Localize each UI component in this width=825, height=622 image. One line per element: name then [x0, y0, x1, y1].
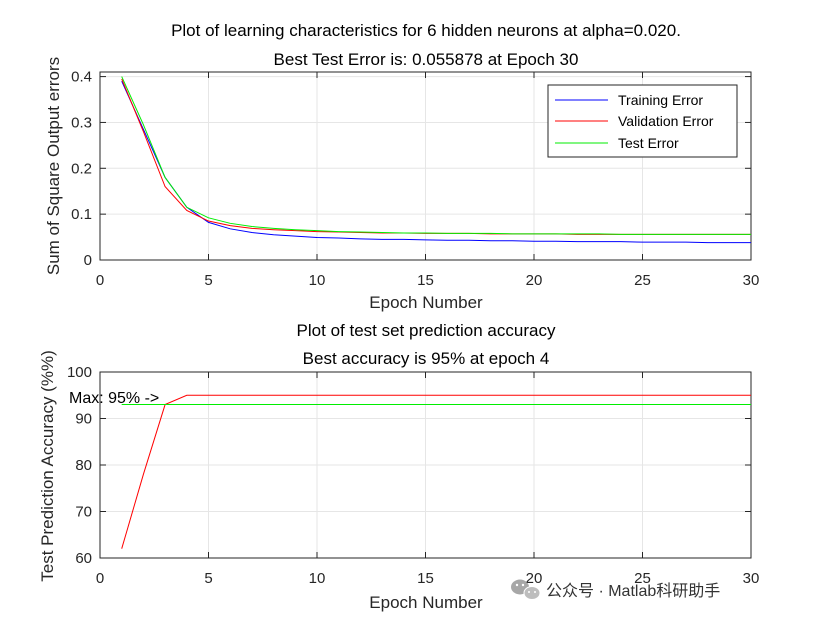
x-tick-label: 15	[417, 570, 434, 587]
series-lines	[121, 394, 751, 549]
y-tick-label: 100	[67, 364, 92, 381]
x-tick-label: 10	[309, 272, 326, 289]
x-tick-label: 20	[526, 570, 543, 587]
x-tick-label: 30	[743, 570, 760, 587]
y-axis-label: Test Prediction Accuracy (%%)	[38, 350, 57, 581]
accuracy-chart: Plot of test set prediction accuracy Bes…	[38, 321, 759, 612]
tick-marks	[99, 72, 752, 261]
x-tick-label: 15	[417, 272, 434, 289]
chart-title: Plot of learning characteristics for 6 h…	[171, 21, 681, 40]
chart-subtitle: Best Test Error is: 0.055878 at Epoch 30	[274, 50, 579, 69]
chart-subtitle: Best accuracy is 95% at epoch 4	[303, 349, 550, 368]
y-tick-label: 90	[75, 411, 92, 428]
y-tick-labels: 0 0.1 0.2 0.3 0.4	[71, 69, 92, 269]
training-error-chart: Plot of learning characteristics for 6 h…	[44, 21, 759, 312]
x-tick-label: 30	[743, 272, 760, 289]
y-tick-label: 60	[75, 550, 92, 567]
legend-label-test-error: Test Error	[618, 135, 679, 151]
watermark-text: 公众号 · Matlab科研助手	[546, 582, 720, 600]
x-tick-label: 0	[96, 570, 104, 587]
x-tick-label: 20	[526, 272, 543, 289]
chart-title: Plot of test set prediction accuracy	[297, 321, 556, 340]
x-tick-labels: 0 5 10 15 20 25 30	[96, 272, 760, 289]
x-tick-label: 5	[204, 272, 212, 289]
y-tick-label: 0.3	[71, 114, 92, 131]
y-tick-label: 0.1	[71, 206, 92, 223]
x-tick-label: 25	[634, 272, 651, 289]
x-tick-label: 10	[309, 570, 326, 587]
tick-marks	[99, 371, 752, 559]
watermark: 公众号 · Matlab科研助手	[511, 579, 720, 600]
legend-label-validation-error: Validation Error	[618, 113, 714, 129]
legend-label-training-error: Training Error	[618, 92, 703, 108]
y-tick-label: 0.4	[71, 69, 92, 86]
y-tick-label: 0	[84, 252, 92, 269]
x-tick-label: 5	[204, 570, 212, 587]
y-axis-label: Sum of Square Output errors	[44, 57, 63, 275]
y-tick-labels: 60 70 80 90 100	[67, 364, 92, 567]
wechat-icon	[511, 579, 541, 600]
x-axis-label: Epoch Number	[369, 293, 483, 312]
max-annotation: Max: 95% ->	[69, 390, 159, 407]
y-tick-label: 80	[75, 457, 92, 474]
training-error-line	[121, 80, 751, 244]
y-tick-label: 0.2	[71, 160, 92, 177]
series-1-line	[121, 394, 751, 549]
x-tick-labels: 0 5 10 15 20 25 30	[96, 570, 760, 587]
series-lines	[121, 76, 751, 244]
x-tick-label: 25	[634, 570, 651, 587]
y-tick-label: 70	[75, 504, 92, 521]
x-tick-label: 0	[96, 272, 104, 289]
x-axis-label: Epoch Number	[369, 593, 483, 612]
test-error-line	[121, 76, 751, 235]
legend: Training Error Validation Error Test Err…	[547, 84, 738, 158]
